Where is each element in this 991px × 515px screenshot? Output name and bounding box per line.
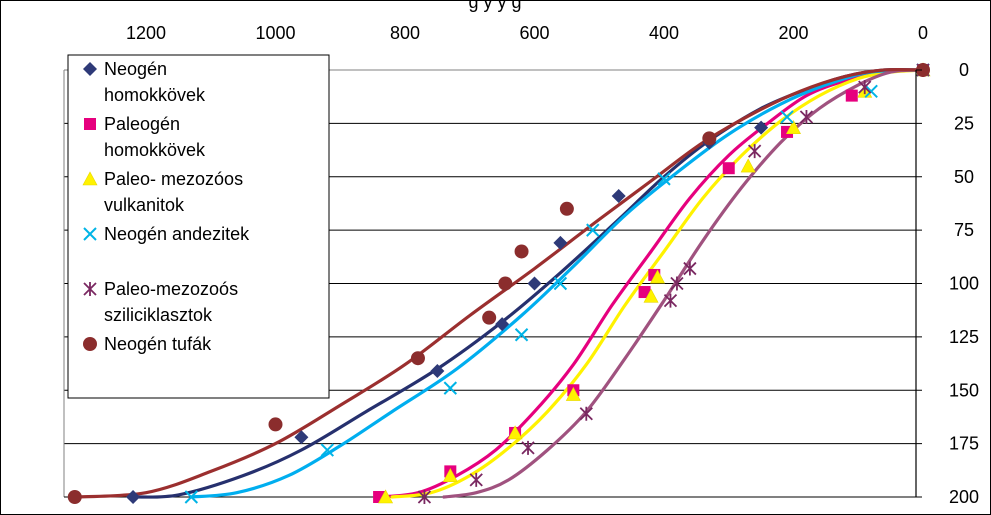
y-tick-label: 125 xyxy=(949,327,979,347)
y-tick-label: 175 xyxy=(949,434,979,454)
data-point-series-1-3 xyxy=(430,364,445,379)
legend-entry-6: Neogén tufák xyxy=(83,334,212,354)
data-point-series-5-9 xyxy=(799,109,814,124)
axes-layer: 0 25 50 75 100 125 150 175 200 1200 1000 800 600 400 2… xyxy=(126,23,979,507)
title-layer: g y y g xyxy=(468,0,521,12)
legend-label: Paleo- mezozóos xyxy=(104,169,243,189)
data-point-series-5-3 xyxy=(521,440,535,455)
data-point-series-5-6 xyxy=(670,276,684,291)
data-point-series-5-5 xyxy=(663,293,678,308)
data-point-series-1-4 xyxy=(495,317,510,332)
data-point-series-4-9 xyxy=(864,84,878,99)
legend-marker-diamond xyxy=(83,62,97,76)
data-point-series-3-5 xyxy=(643,288,659,303)
x-tick-label: 400 xyxy=(649,23,679,43)
legend-label: vulkanitok xyxy=(104,195,185,215)
data-point-series-6-3 xyxy=(410,351,425,366)
data-point-series-5-4 xyxy=(579,406,593,421)
data-point-series-4-5 xyxy=(553,276,568,291)
data-point-series-3-3 xyxy=(507,425,523,440)
legend-entry-1: Neogén homokkövek xyxy=(83,59,206,105)
y-tick-label: 200 xyxy=(949,487,979,507)
data-point-series-6-5 xyxy=(498,276,513,291)
data-point-series-3-8 xyxy=(785,120,802,134)
legend-entry-5: Paleo-mezozoós sziliciklasztok xyxy=(83,279,238,325)
legend-label: Neogén tufák xyxy=(104,334,212,354)
data-point-series-2-9 xyxy=(845,89,858,102)
data-point-series-6-4 xyxy=(482,310,497,325)
data-point-series-3-4 xyxy=(565,386,581,401)
y-tick-label: 75 xyxy=(954,220,974,240)
legend-entry-2: Paleogén homokkövek xyxy=(84,114,206,160)
legend-entry-3: Paleo- mezozóos vulkanitok xyxy=(82,169,243,215)
data-point-series-1-7 xyxy=(611,188,626,203)
data-point-series-1-2 xyxy=(294,430,309,445)
fit-curve-series-4 xyxy=(189,68,925,499)
data-point-series-3-7 xyxy=(740,158,756,173)
legend: Neogén homokkövek Paleogén homokkövek Paleo-… xyxy=(67,54,330,399)
fit-curve-series-2 xyxy=(377,68,925,499)
fit-curve-series-3 xyxy=(390,68,925,499)
data-point-series-5-8 xyxy=(748,144,762,159)
data-point-series-5-2 xyxy=(469,472,483,487)
data-point-series-6-7 xyxy=(559,201,574,216)
fit-curve-series-5 xyxy=(442,68,925,499)
data-point-series-3-2 xyxy=(442,468,458,482)
y-tick-label: 50 xyxy=(954,167,974,187)
data-point-series-3-6 xyxy=(650,269,666,284)
legend-label: homokkövek xyxy=(104,140,206,160)
data-point-series-6-1 xyxy=(67,490,82,504)
fit-curves-layer xyxy=(73,67,925,499)
legend-box xyxy=(67,54,330,399)
data-point-series-6-9 xyxy=(916,63,930,77)
y-tick-label: 25 xyxy=(954,113,974,133)
y-tick-label: 0 xyxy=(959,60,969,80)
data-point-series-4-1 xyxy=(184,490,199,504)
data-point-series-6-6 xyxy=(514,244,529,259)
chart-title-fragment: g y y g xyxy=(468,0,521,12)
data-point-series-1-9 xyxy=(754,120,769,135)
legend-label: Paleogén xyxy=(104,114,180,134)
data-point-series-2-5 xyxy=(638,286,651,299)
data-point-series-3-1 xyxy=(378,489,394,504)
legend-label: Paleo-mezozoós xyxy=(104,279,238,299)
data-point-series-4-8 xyxy=(780,110,794,124)
x-tick-label: 600 xyxy=(519,23,549,43)
data-point-series-1-6 xyxy=(553,235,568,250)
data-points-layer xyxy=(67,62,931,504)
legend-entry-4: Neogén andezitek xyxy=(83,224,250,244)
legend-marker-asterisk xyxy=(83,282,97,296)
data-point-series-1-1 xyxy=(126,490,141,504)
y-tick-label: 100 xyxy=(949,274,979,294)
data-point-series-5-1 xyxy=(417,490,432,504)
legend-label: Neogén xyxy=(104,59,167,79)
fit-curve-series-6 xyxy=(73,67,925,499)
legend-label: homokkövek xyxy=(104,85,206,105)
data-point-series-4-4 xyxy=(514,328,529,342)
legend-label: sziliciklasztok xyxy=(104,305,213,325)
data-point-series-5-7 xyxy=(683,261,697,276)
data-point-series-5-10 xyxy=(858,80,872,95)
y-tick-label: 150 xyxy=(949,380,979,400)
data-point-series-6-8 xyxy=(702,131,717,146)
legend-label: Neogén andezitek xyxy=(104,224,250,244)
data-point-series-4-3 xyxy=(443,381,458,395)
x-tick-label: 1200 xyxy=(126,23,166,43)
legend-marker-x xyxy=(83,227,97,241)
data-point-series-4-2 xyxy=(320,443,335,457)
data-point-series-4-7 xyxy=(657,172,671,186)
x-tick-label: 200 xyxy=(778,23,808,43)
x-tick-label: 800 xyxy=(390,23,420,43)
legend-marker-square xyxy=(84,118,96,130)
x-tick-label: 0 xyxy=(918,23,928,43)
legend-marker-circle xyxy=(83,337,97,351)
data-point-series-2-7 xyxy=(722,162,735,175)
data-point-series-6-2 xyxy=(268,417,283,432)
legend-marker-triangle xyxy=(82,171,98,186)
data-point-series-4-6 xyxy=(586,223,600,237)
x-tick-label: 1000 xyxy=(255,23,295,43)
data-point-series-1-5 xyxy=(527,276,542,291)
